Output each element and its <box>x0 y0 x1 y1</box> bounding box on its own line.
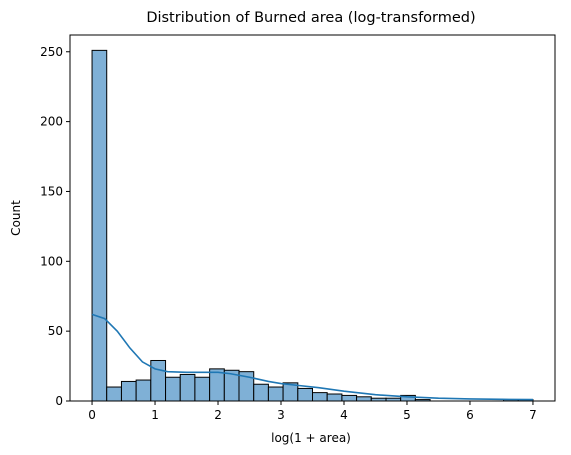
x-tick-label: 4 <box>340 408 348 422</box>
histogram-bar <box>91 49 108 402</box>
histogram-bar <box>209 368 225 402</box>
histogram-bar <box>267 386 284 402</box>
kde-curve <box>91 313 533 401</box>
y-tick-label: 0 <box>55 394 63 408</box>
histogram-bar <box>253 383 269 402</box>
plot-frame <box>69 34 556 402</box>
x-axis-label: log(1 + area) <box>271 431 351 445</box>
y-tick-label: 250 <box>40 45 63 59</box>
x-tick-label: 2 <box>214 408 222 422</box>
histogram-bar <box>120 380 137 402</box>
histogram-bar <box>326 393 343 402</box>
histogram-bar <box>356 396 372 402</box>
axes: 0 1 2 3 4 5 6 7 0 50 100 150 200 250 <box>40 34 556 422</box>
chart-title: Distribution of Burned area (log-transfo… <box>146 10 475 26</box>
y-tick-label: 150 <box>40 184 63 198</box>
histogram-bar <box>312 392 328 402</box>
y-tick-label: 200 <box>40 115 63 129</box>
histogram-bar <box>165 376 181 402</box>
histogram-bar <box>341 394 358 402</box>
y-tick-label: 50 <box>48 324 63 338</box>
histogram-bar <box>106 386 122 402</box>
y-axis-label: Count <box>9 200 23 236</box>
plot-area <box>91 49 534 402</box>
histogram-bar <box>179 373 196 402</box>
histogram-bar <box>297 387 314 402</box>
histogram-bar <box>150 359 167 402</box>
x-tick-label: 3 <box>277 408 285 422</box>
x-tick-label: 6 <box>466 408 474 422</box>
histogram-bar <box>194 376 211 402</box>
x-tick-label: 5 <box>403 408 411 422</box>
x-tick-label: 1 <box>151 408 159 422</box>
x-tick-label: 0 <box>88 408 96 422</box>
y-tick-label: 100 <box>40 254 63 268</box>
histogram-bar <box>135 379 152 402</box>
x-tick-label: 7 <box>529 408 537 422</box>
